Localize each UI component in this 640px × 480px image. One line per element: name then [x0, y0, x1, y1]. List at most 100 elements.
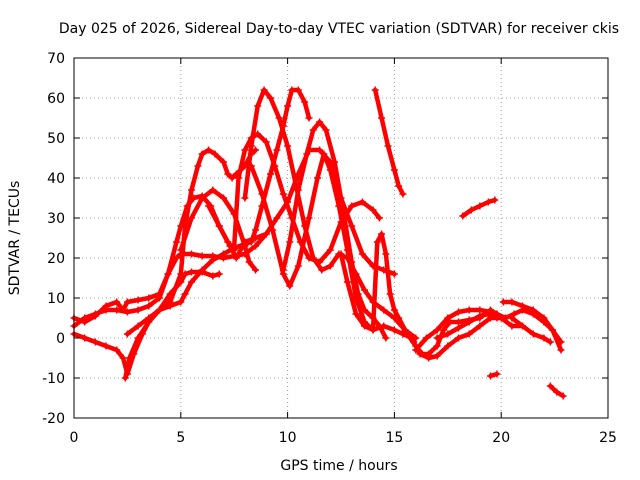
- data-point: [501, 314, 509, 322]
- data-point: [493, 370, 501, 378]
- data-point: [378, 114, 386, 122]
- data-point: [134, 334, 142, 342]
- data-point: [386, 290, 394, 298]
- y-tick-label: 0: [56, 331, 65, 347]
- data-point: [557, 338, 565, 346]
- data-point: [271, 162, 279, 170]
- data-point: [444, 330, 452, 338]
- data-point: [301, 98, 309, 106]
- data-point: [360, 322, 368, 330]
- series-arc-12: [337, 230, 527, 362]
- data-point: [119, 354, 127, 362]
- data-point: [412, 346, 420, 354]
- data-point: [444, 342, 452, 350]
- data-point: [382, 334, 390, 342]
- series-line: [501, 299, 564, 345]
- data-point: [326, 166, 334, 174]
- data-point: [134, 306, 142, 314]
- data-point: [252, 242, 260, 250]
- x-tick-label: 10: [279, 430, 297, 446]
- data-point: [433, 342, 441, 350]
- data-point: [375, 322, 383, 330]
- data-point: [286, 238, 294, 246]
- data-point: [113, 298, 121, 306]
- series-arc-21: [546, 382, 567, 400]
- data-point: [126, 354, 134, 362]
- y-tick-label: 20: [47, 251, 65, 267]
- data-point: [288, 86, 296, 94]
- data-point: [484, 198, 492, 206]
- data-point: [337, 250, 345, 258]
- data-point: [510, 310, 518, 318]
- data-point: [390, 306, 398, 314]
- x-tick-label: 25: [599, 430, 617, 446]
- data-point: [508, 322, 516, 330]
- series-arc-15: [412, 306, 501, 354]
- data-point: [145, 294, 153, 302]
- y-tick-label: 50: [47, 131, 65, 147]
- data-point: [433, 326, 441, 334]
- data-point: [113, 346, 121, 354]
- series-arc-13: [371, 86, 407, 198]
- series-arc-18: [508, 314, 554, 346]
- data-point: [322, 126, 330, 134]
- data-point: [258, 190, 266, 198]
- data-point: [316, 146, 324, 154]
- data-point: [384, 142, 392, 150]
- data-point: [399, 190, 407, 198]
- data-point: [220, 194, 228, 202]
- data-point: [348, 222, 356, 230]
- data-point: [339, 206, 347, 214]
- data-point: [493, 314, 501, 322]
- data-point: [134, 296, 142, 304]
- data-point: [198, 150, 206, 158]
- data-point: [247, 162, 255, 170]
- data-point: [247, 142, 255, 150]
- data-point: [444, 314, 452, 322]
- data-point: [454, 308, 462, 316]
- x-axis-label: GPS time / hours: [280, 458, 397, 474]
- data-point: [348, 258, 356, 266]
- data-point: [326, 246, 334, 254]
- data-point: [279, 190, 287, 198]
- data-point: [220, 250, 228, 258]
- data-point: [348, 202, 356, 210]
- data-point: [187, 250, 195, 258]
- axis-ticks: [73, 57, 609, 419]
- data-point: [373, 238, 381, 246]
- data-point: [205, 202, 213, 210]
- data-point: [540, 314, 548, 322]
- data-point: [382, 250, 390, 258]
- data-point: [177, 246, 185, 254]
- x-tick-label: 5: [176, 430, 185, 446]
- data-point: [358, 198, 366, 206]
- series-line: [372, 87, 406, 197]
- data-point: [454, 324, 462, 332]
- y-tick-label: 30: [47, 211, 65, 227]
- data-point: [209, 272, 217, 280]
- data-point: [177, 298, 185, 306]
- data-series: [70, 86, 567, 400]
- data-point: [294, 86, 302, 94]
- data-point: [81, 334, 89, 342]
- data-point: [123, 298, 131, 306]
- data-point: [177, 270, 185, 278]
- data-point: [467, 206, 475, 214]
- data-point: [390, 326, 398, 334]
- data-point: [433, 334, 441, 342]
- data-point: [262, 230, 270, 238]
- data-point: [354, 290, 362, 298]
- data-point: [360, 286, 368, 294]
- data-point: [331, 158, 339, 166]
- data-point: [279, 266, 287, 274]
- data-point: [395, 182, 403, 190]
- data-point: [155, 306, 163, 314]
- data-point: [352, 310, 360, 318]
- data-point: [303, 150, 311, 158]
- data-point: [446, 318, 454, 326]
- data-point: [187, 186, 195, 194]
- data-point: [508, 314, 516, 322]
- data-point: [465, 330, 473, 338]
- data-point: [318, 266, 326, 274]
- data-point: [91, 310, 99, 318]
